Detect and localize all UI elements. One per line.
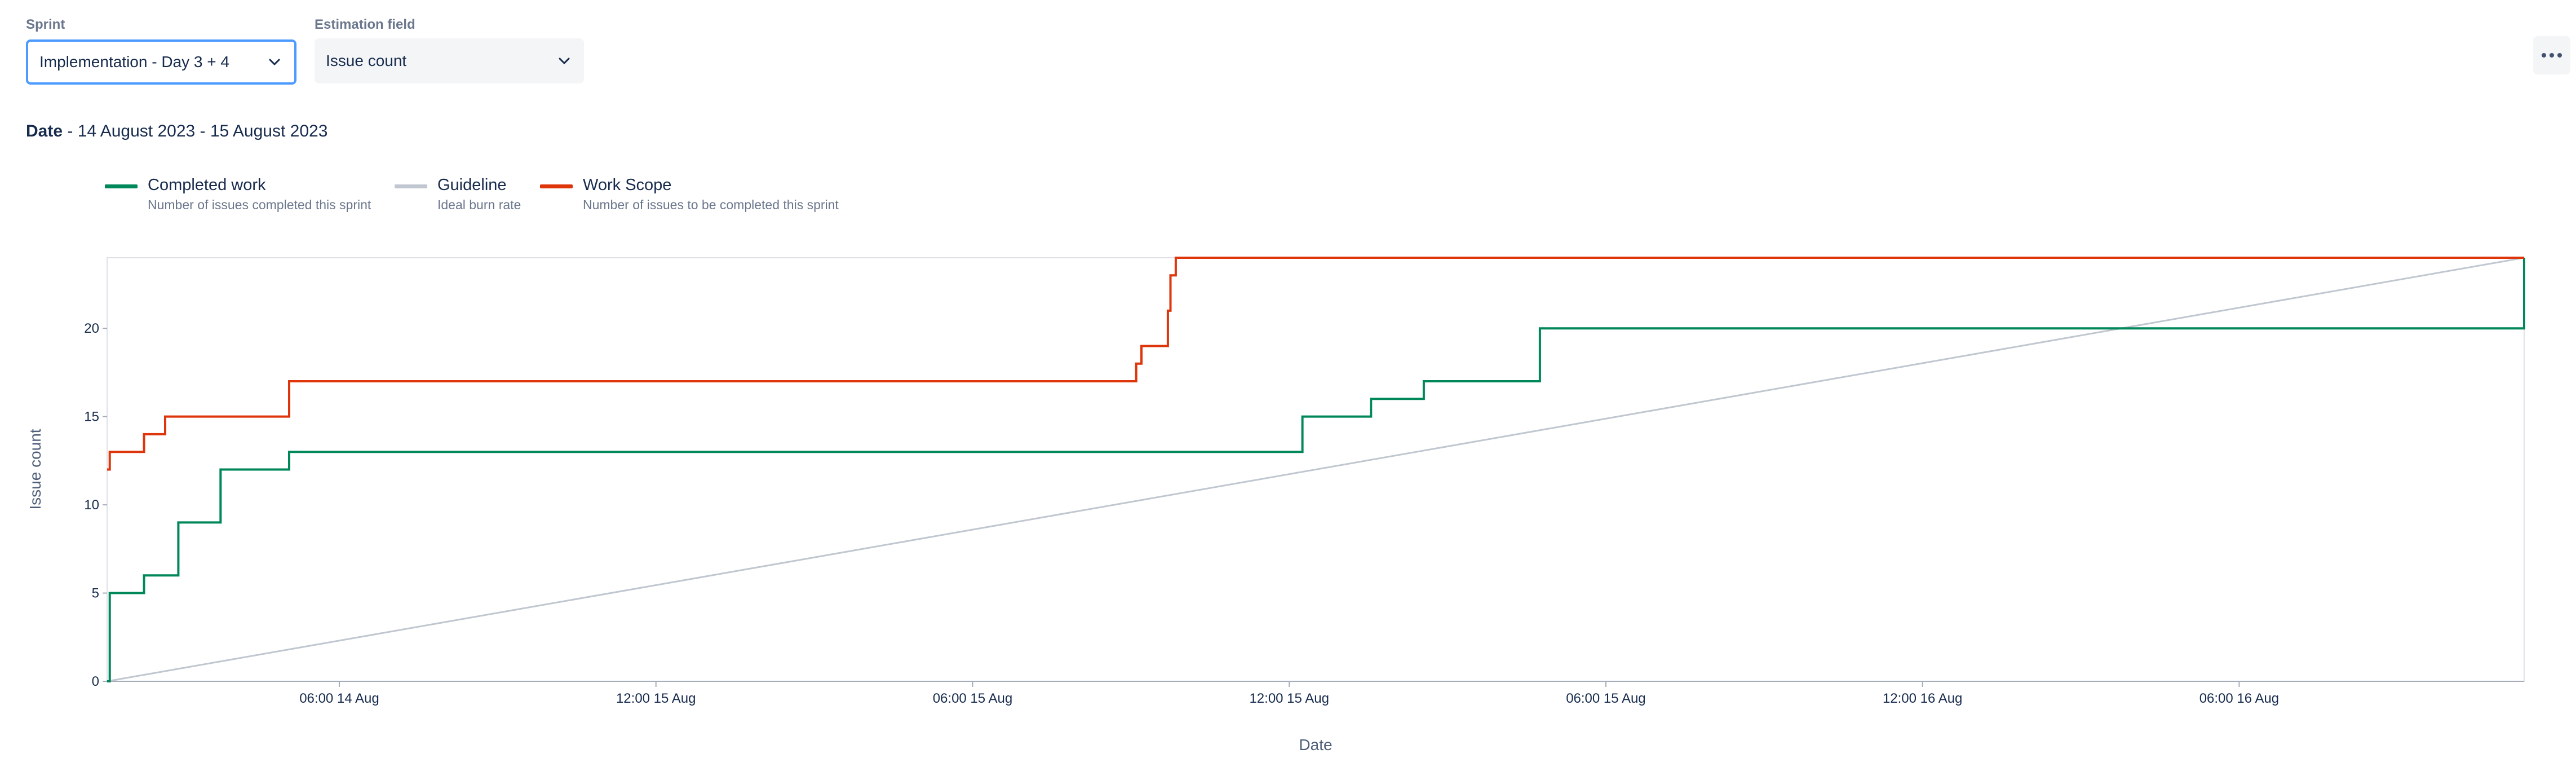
legend-title: Guideline	[437, 176, 507, 194]
chevron-down-icon	[556, 52, 573, 69]
legend-guideline: Guideline Ideal burn rate	[395, 174, 521, 213]
legend-work-scope: Work Scope Number of issues to be comple…	[540, 174, 839, 213]
series-line-completed-work	[107, 258, 2525, 682]
estimation-label: Estimation field	[315, 17, 415, 32]
legend-subtitle: Ideal burn rate	[437, 197, 521, 212]
y-tick-label: 15	[84, 409, 99, 425]
x-tick-label: 12:00 15 Aug	[616, 691, 696, 706]
legend-swatch	[540, 184, 573, 188]
series-line-guideline	[107, 257, 2525, 682]
more-actions-button[interactable]	[2533, 36, 2570, 74]
date-range-value: - 14 August 2023 - 15 August 2023	[63, 122, 328, 140]
x-tick-label: 12:00 15 Aug	[1249, 691, 1329, 706]
legend-title: Work Scope	[583, 176, 672, 194]
chevron-down-icon	[266, 54, 283, 70]
y-tick-label: 10	[84, 497, 99, 513]
x-ticks: 06:00 14 Aug 12:00 15 Aug 06:00 15 Aug 12:0…	[299, 681, 2279, 706]
y-tick-label: 20	[84, 321, 99, 336]
series-line-work-scope	[107, 257, 2524, 471]
legend-title: Completed work	[148, 176, 266, 194]
y-tick-label: 0	[92, 674, 99, 689]
series-lines	[107, 257, 2525, 682]
estimation-select-value: Issue count	[326, 52, 407, 69]
more-dot-icon	[2542, 53, 2546, 58]
legend-subtitle: Number of issues to be completed this sp…	[583, 197, 839, 212]
more-dot-icon	[2557, 53, 2562, 58]
legend-completed-work: Completed work Number of issues complete…	[105, 174, 371, 213]
sprint-select[interactable]: Implementation - Day 3 + 4	[26, 39, 296, 85]
sprint-label: Sprint	[26, 17, 65, 32]
legend-subtitle: Number of issues completed this sprint	[148, 197, 371, 212]
estimation-select[interactable]: Issue count	[315, 38, 584, 83]
legend-swatch	[105, 184, 138, 188]
date-range: Date - 14 August 2023 - 15 August 2023	[26, 122, 327, 141]
x-tick-label: 06:00 15 Aug	[1566, 691, 1645, 706]
date-range-label: Date	[26, 122, 63, 140]
x-tick-label: 06:00 16 Aug	[2199, 691, 2279, 706]
y-axis-title: Issue count	[26, 429, 44, 509]
x-tick-label: 06:00 14 Aug	[299, 691, 379, 706]
x-axis-title: Date	[1299, 736, 1332, 753]
legend-swatch	[395, 184, 427, 188]
x-tick-label: 06:00 15 Aug	[933, 691, 1012, 706]
more-dot-icon	[2550, 53, 2554, 58]
sprint-select-value: Implementation - Day 3 + 4	[39, 53, 229, 70]
y-tick-label: 5	[92, 586, 99, 601]
y-ticks: 0 5 10 15 20	[84, 321, 107, 689]
x-tick-label: 12:00 16 Aug	[1883, 691, 1962, 706]
